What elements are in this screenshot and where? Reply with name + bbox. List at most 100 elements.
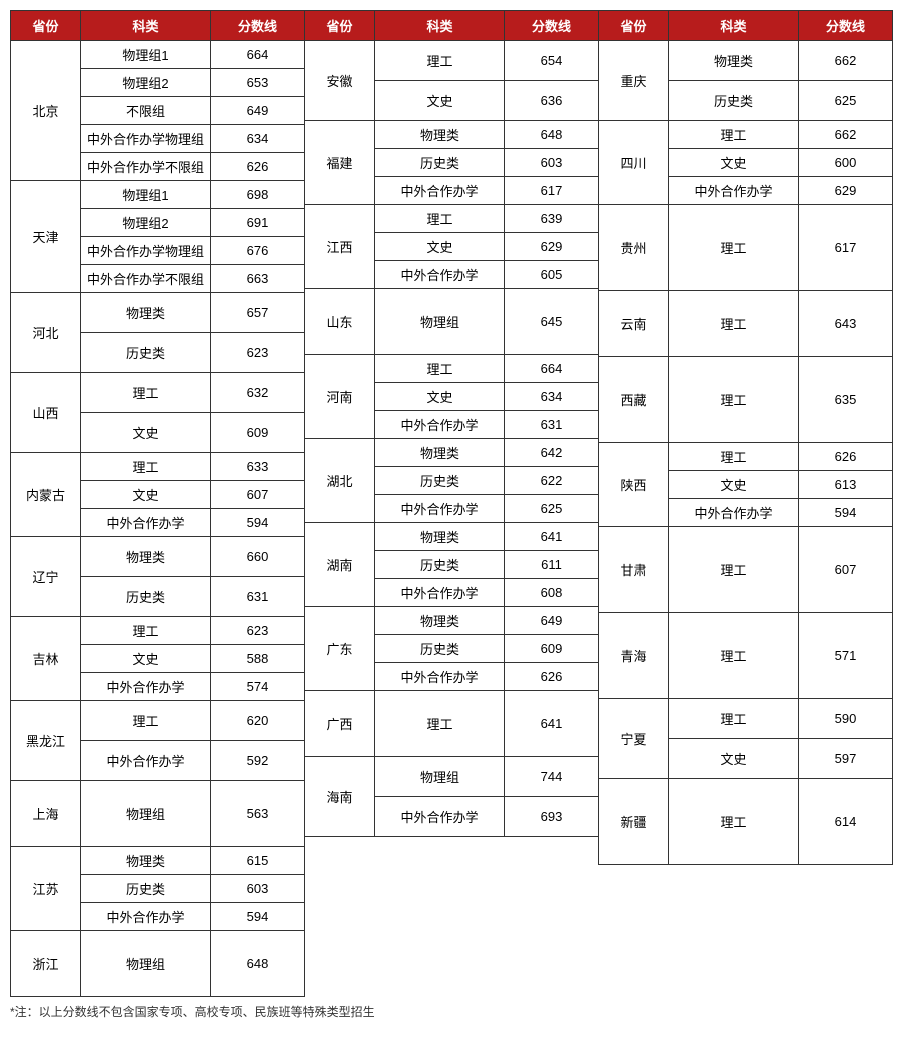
category-cell: 文史 <box>81 413 211 453</box>
province-cell: 上海 <box>11 781 81 847</box>
province-cell: 陕西 <box>599 443 669 527</box>
category-cell: 理工 <box>375 205 505 233</box>
category-cell: 物理类 <box>375 523 505 551</box>
category-cell: 中外合作办学 <box>81 903 211 931</box>
score-cell: 635 <box>799 357 893 443</box>
province-cell: 西藏 <box>599 357 669 443</box>
category-cell: 文史 <box>81 645 211 673</box>
province-cell: 湖南 <box>305 523 375 607</box>
province-cell: 北京 <box>11 41 81 181</box>
category-cell: 中外合作办学 <box>375 261 505 289</box>
score-cell: 631 <box>505 411 599 439</box>
category-cell: 理工 <box>669 613 799 699</box>
category-cell: 历史类 <box>375 467 505 495</box>
score-cell: 649 <box>211 97 305 125</box>
score-cell: 663 <box>211 265 305 293</box>
score-cell: 625 <box>799 81 893 121</box>
score-cell: 629 <box>799 177 893 205</box>
score-cell: 588 <box>211 645 305 673</box>
category-cell: 物理组 <box>81 781 211 847</box>
score-cell: 626 <box>505 663 599 691</box>
score-cell: 603 <box>211 875 305 903</box>
province-cell: 河南 <box>305 355 375 439</box>
score-cell: 600 <box>799 149 893 177</box>
category-cell: 历史类 <box>81 333 211 373</box>
score-cell: 662 <box>799 41 893 81</box>
province-cell: 四川 <box>599 121 669 205</box>
category-cell: 中外合作办学不限组 <box>81 153 211 181</box>
score-cell: 643 <box>799 291 893 357</box>
score-cell: 594 <box>211 903 305 931</box>
score-cell: 608 <box>505 579 599 607</box>
category-cell: 中外合作办学 <box>375 579 505 607</box>
score-cell: 691 <box>211 209 305 237</box>
score-cell: 605 <box>505 261 599 289</box>
score-cell: 590 <box>799 699 893 739</box>
header-category: 科类 <box>669 11 799 41</box>
province-cell: 贵州 <box>599 205 669 291</box>
category-cell: 物理组2 <box>81 69 211 97</box>
province-cell: 广西 <box>305 691 375 757</box>
score-cell: 574 <box>211 673 305 701</box>
category-cell: 中外合作办学 <box>375 663 505 691</box>
category-cell: 物理组2 <box>81 209 211 237</box>
score-cell: 625 <box>505 495 599 523</box>
header-score: 分数线 <box>211 11 305 41</box>
category-cell: 理工 <box>669 527 799 613</box>
category-cell: 理工 <box>375 691 505 757</box>
category-cell: 中外合作办学 <box>81 741 211 781</box>
category-cell: 中外合作办学 <box>669 499 799 527</box>
score-cell: 645 <box>505 289 599 355</box>
score-cell: 649 <box>505 607 599 635</box>
category-cell: 文史 <box>81 481 211 509</box>
province-cell: 河北 <box>11 293 81 373</box>
score-cell: 648 <box>211 931 305 997</box>
score-cell: 603 <box>505 149 599 177</box>
category-cell: 物理组1 <box>81 181 211 209</box>
score-cell: 698 <box>211 181 305 209</box>
header-score: 分数线 <box>799 11 893 41</box>
score-cell: 620 <box>211 701 305 741</box>
score-cell: 654 <box>505 41 599 81</box>
score-cell: 594 <box>211 509 305 537</box>
score-cell: 664 <box>211 41 305 69</box>
category-cell: 物理类 <box>375 439 505 467</box>
score-cell: 676 <box>211 237 305 265</box>
category-cell: 文史 <box>669 739 799 779</box>
province-cell: 浙江 <box>11 931 81 997</box>
category-cell: 历史类 <box>669 81 799 121</box>
score-cell: 664 <box>505 355 599 383</box>
category-cell: 物理组 <box>81 931 211 997</box>
header-score: 分数线 <box>505 11 599 41</box>
score-cell: 615 <box>211 847 305 875</box>
category-cell: 中外合作办学 <box>81 673 211 701</box>
province-cell: 江苏 <box>11 847 81 931</box>
header-province: 省份 <box>599 11 669 41</box>
header-province: 省份 <box>11 11 81 41</box>
score-cell: 613 <box>799 471 893 499</box>
score-cell: 617 <box>799 205 893 291</box>
category-cell: 中外合作办学 <box>375 411 505 439</box>
score-cell: 597 <box>799 739 893 779</box>
score-cell: 626 <box>211 153 305 181</box>
category-cell: 理工 <box>81 617 211 645</box>
score-cell: 633 <box>211 453 305 481</box>
province-cell: 云南 <box>599 291 669 357</box>
score-cell: 634 <box>505 383 599 411</box>
category-cell: 物理组 <box>375 757 505 797</box>
province-cell: 黑龙江 <box>11 701 81 781</box>
category-cell: 文史 <box>375 383 505 411</box>
score-table-container: 省份科类分数线北京物理组1664物理组2653不限组649中外合作办学物理组63… <box>10 10 892 997</box>
category-cell: 理工 <box>81 373 211 413</box>
score-cell: 639 <box>505 205 599 233</box>
category-cell: 理工 <box>375 355 505 383</box>
province-cell: 安徽 <box>305 41 375 121</box>
category-cell: 理工 <box>669 205 799 291</box>
score-cell: 634 <box>211 125 305 153</box>
province-cell: 辽宁 <box>11 537 81 617</box>
score-cell: 642 <box>505 439 599 467</box>
category-cell: 物理类 <box>375 607 505 635</box>
category-cell: 理工 <box>669 779 799 865</box>
score-cell: 632 <box>211 373 305 413</box>
score-cell: 609 <box>211 413 305 453</box>
